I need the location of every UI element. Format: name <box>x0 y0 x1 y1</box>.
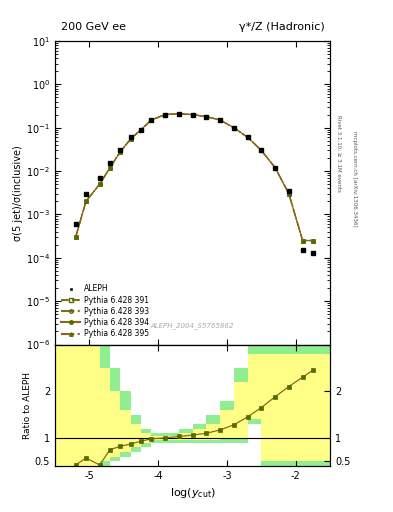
Bar <box>120 410 130 452</box>
Bar <box>165 436 179 440</box>
Bar <box>220 400 234 442</box>
Bar <box>303 345 313 466</box>
Bar <box>261 345 275 466</box>
Bar <box>248 345 261 424</box>
Bar <box>151 436 165 440</box>
Text: γ*/Z (Hadronic): γ*/Z (Hadronic) <box>239 22 325 32</box>
X-axis label: $\log(y_{\rm cut})$: $\log(y_{\rm cut})$ <box>170 486 215 500</box>
Bar <box>234 382 248 438</box>
Bar <box>75 345 86 466</box>
Bar <box>130 424 141 447</box>
Bar <box>100 368 110 461</box>
Text: mcplots.cern.ch [arXiv:1306.3436]: mcplots.cern.ch [arXiv:1306.3436] <box>352 132 357 227</box>
Bar <box>275 345 289 466</box>
Bar <box>206 424 220 440</box>
Bar <box>179 429 193 442</box>
Bar <box>220 410 234 438</box>
Bar <box>55 345 75 466</box>
Bar <box>289 354 303 461</box>
Y-axis label: σ(5 jet)/σ(inclusive): σ(5 jet)/σ(inclusive) <box>13 145 23 241</box>
Bar <box>55 345 75 466</box>
Bar <box>75 345 86 466</box>
Bar <box>275 354 289 461</box>
Bar <box>165 433 179 442</box>
Bar <box>248 354 261 419</box>
Bar <box>86 345 100 466</box>
Bar <box>86 345 100 466</box>
Bar <box>141 429 151 447</box>
Text: Rivet 3.1.10; ≥ 3.1M events: Rivet 3.1.10; ≥ 3.1M events <box>336 115 341 192</box>
Bar <box>303 354 313 461</box>
Bar <box>234 368 248 442</box>
Bar <box>193 429 206 440</box>
Bar <box>100 345 110 466</box>
Bar <box>110 368 120 461</box>
Bar <box>313 345 330 466</box>
Bar <box>179 433 193 440</box>
Bar <box>120 391 130 457</box>
Bar <box>206 415 220 442</box>
Bar <box>130 415 141 452</box>
Bar <box>110 391 120 457</box>
Bar <box>151 433 165 442</box>
Y-axis label: Ratio to ALEPH: Ratio to ALEPH <box>23 372 32 439</box>
Bar <box>193 424 206 442</box>
Bar <box>261 354 275 461</box>
Text: 200 GeV ee: 200 GeV ee <box>61 22 125 32</box>
Bar <box>289 345 303 466</box>
Text: ALEPH_2004_S5765862: ALEPH_2004_S5765862 <box>151 323 234 329</box>
Bar <box>141 433 151 442</box>
Legend: ALEPH, Pythia 6.428 391, Pythia 6.428 393, Pythia 6.428 394, Pythia 6.428 395: ALEPH, Pythia 6.428 391, Pythia 6.428 39… <box>59 282 151 340</box>
Bar <box>313 354 330 461</box>
